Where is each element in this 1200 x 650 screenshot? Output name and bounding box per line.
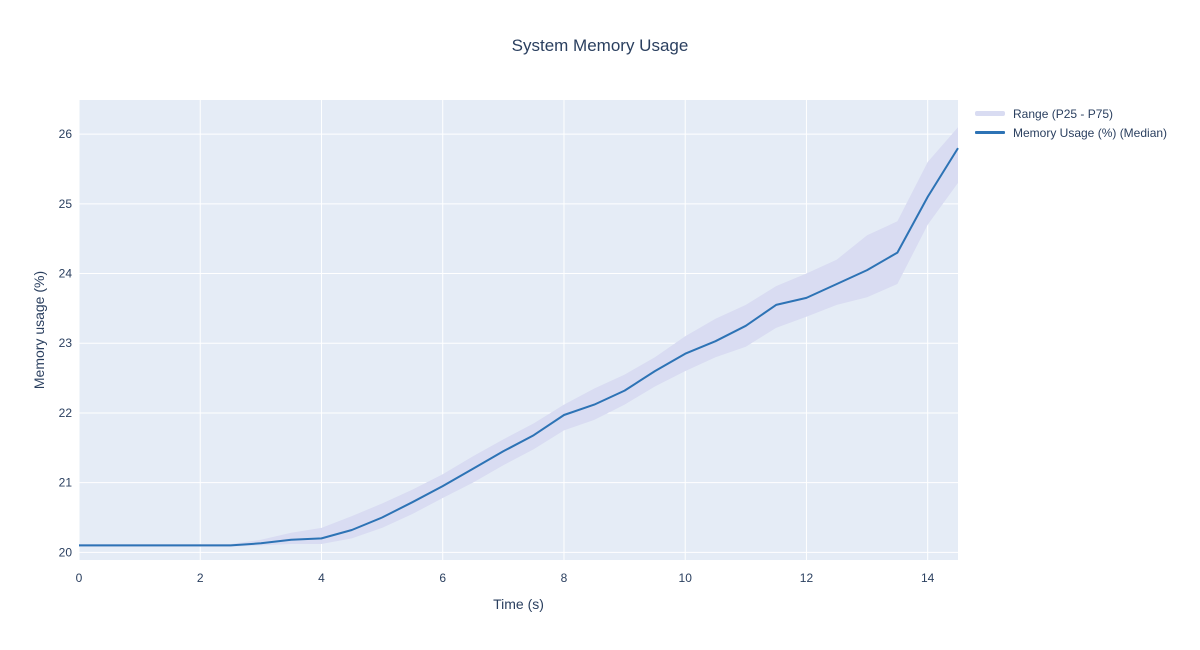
y-tick-label: 20 <box>59 545 73 559</box>
x-tick-label: 12 <box>800 571 814 585</box>
band-swatch-icon <box>975 111 1005 116</box>
y-tick-label: 22 <box>59 406 73 420</box>
legend: Range (P25 - P75) Memory Usage (%) (Medi… <box>975 104 1167 142</box>
chart-title: System Memory Usage <box>511 36 689 55</box>
x-tick-label: 0 <box>76 571 83 585</box>
legend-label-range: Range (P25 - P75) <box>1013 106 1114 121</box>
legend-item-median[interactable]: Memory Usage (%) (Median) <box>975 123 1167 142</box>
x-tick-label: 4 <box>318 571 325 585</box>
median-line <box>79 147 959 547</box>
x-tick-label: 6 <box>439 571 446 585</box>
x-tick-label: 10 <box>679 571 693 585</box>
y-tick-label: 25 <box>59 197 73 211</box>
y-tick-label: 24 <box>59 267 73 281</box>
y-tick-label: 23 <box>59 336 73 350</box>
legend-item-range[interactable]: Range (P25 - P75) <box>975 104 1167 123</box>
x-tick-label: 14 <box>921 571 935 585</box>
x-tick-label: 8 <box>561 571 568 585</box>
x-axis-title: Time (s) <box>493 596 544 612</box>
legend-label-median: Memory Usage (%) (Median) <box>1013 125 1168 140</box>
y-tick-label: 26 <box>59 127 73 141</box>
y-axis-title-text: Memory usage (%) <box>31 270 47 390</box>
plot-area[interactable] <box>79 100 958 560</box>
x-tick-label: 2 <box>197 571 204 585</box>
y-tick-label: 21 <box>59 476 73 490</box>
line-swatch-icon <box>975 131 1005 134</box>
